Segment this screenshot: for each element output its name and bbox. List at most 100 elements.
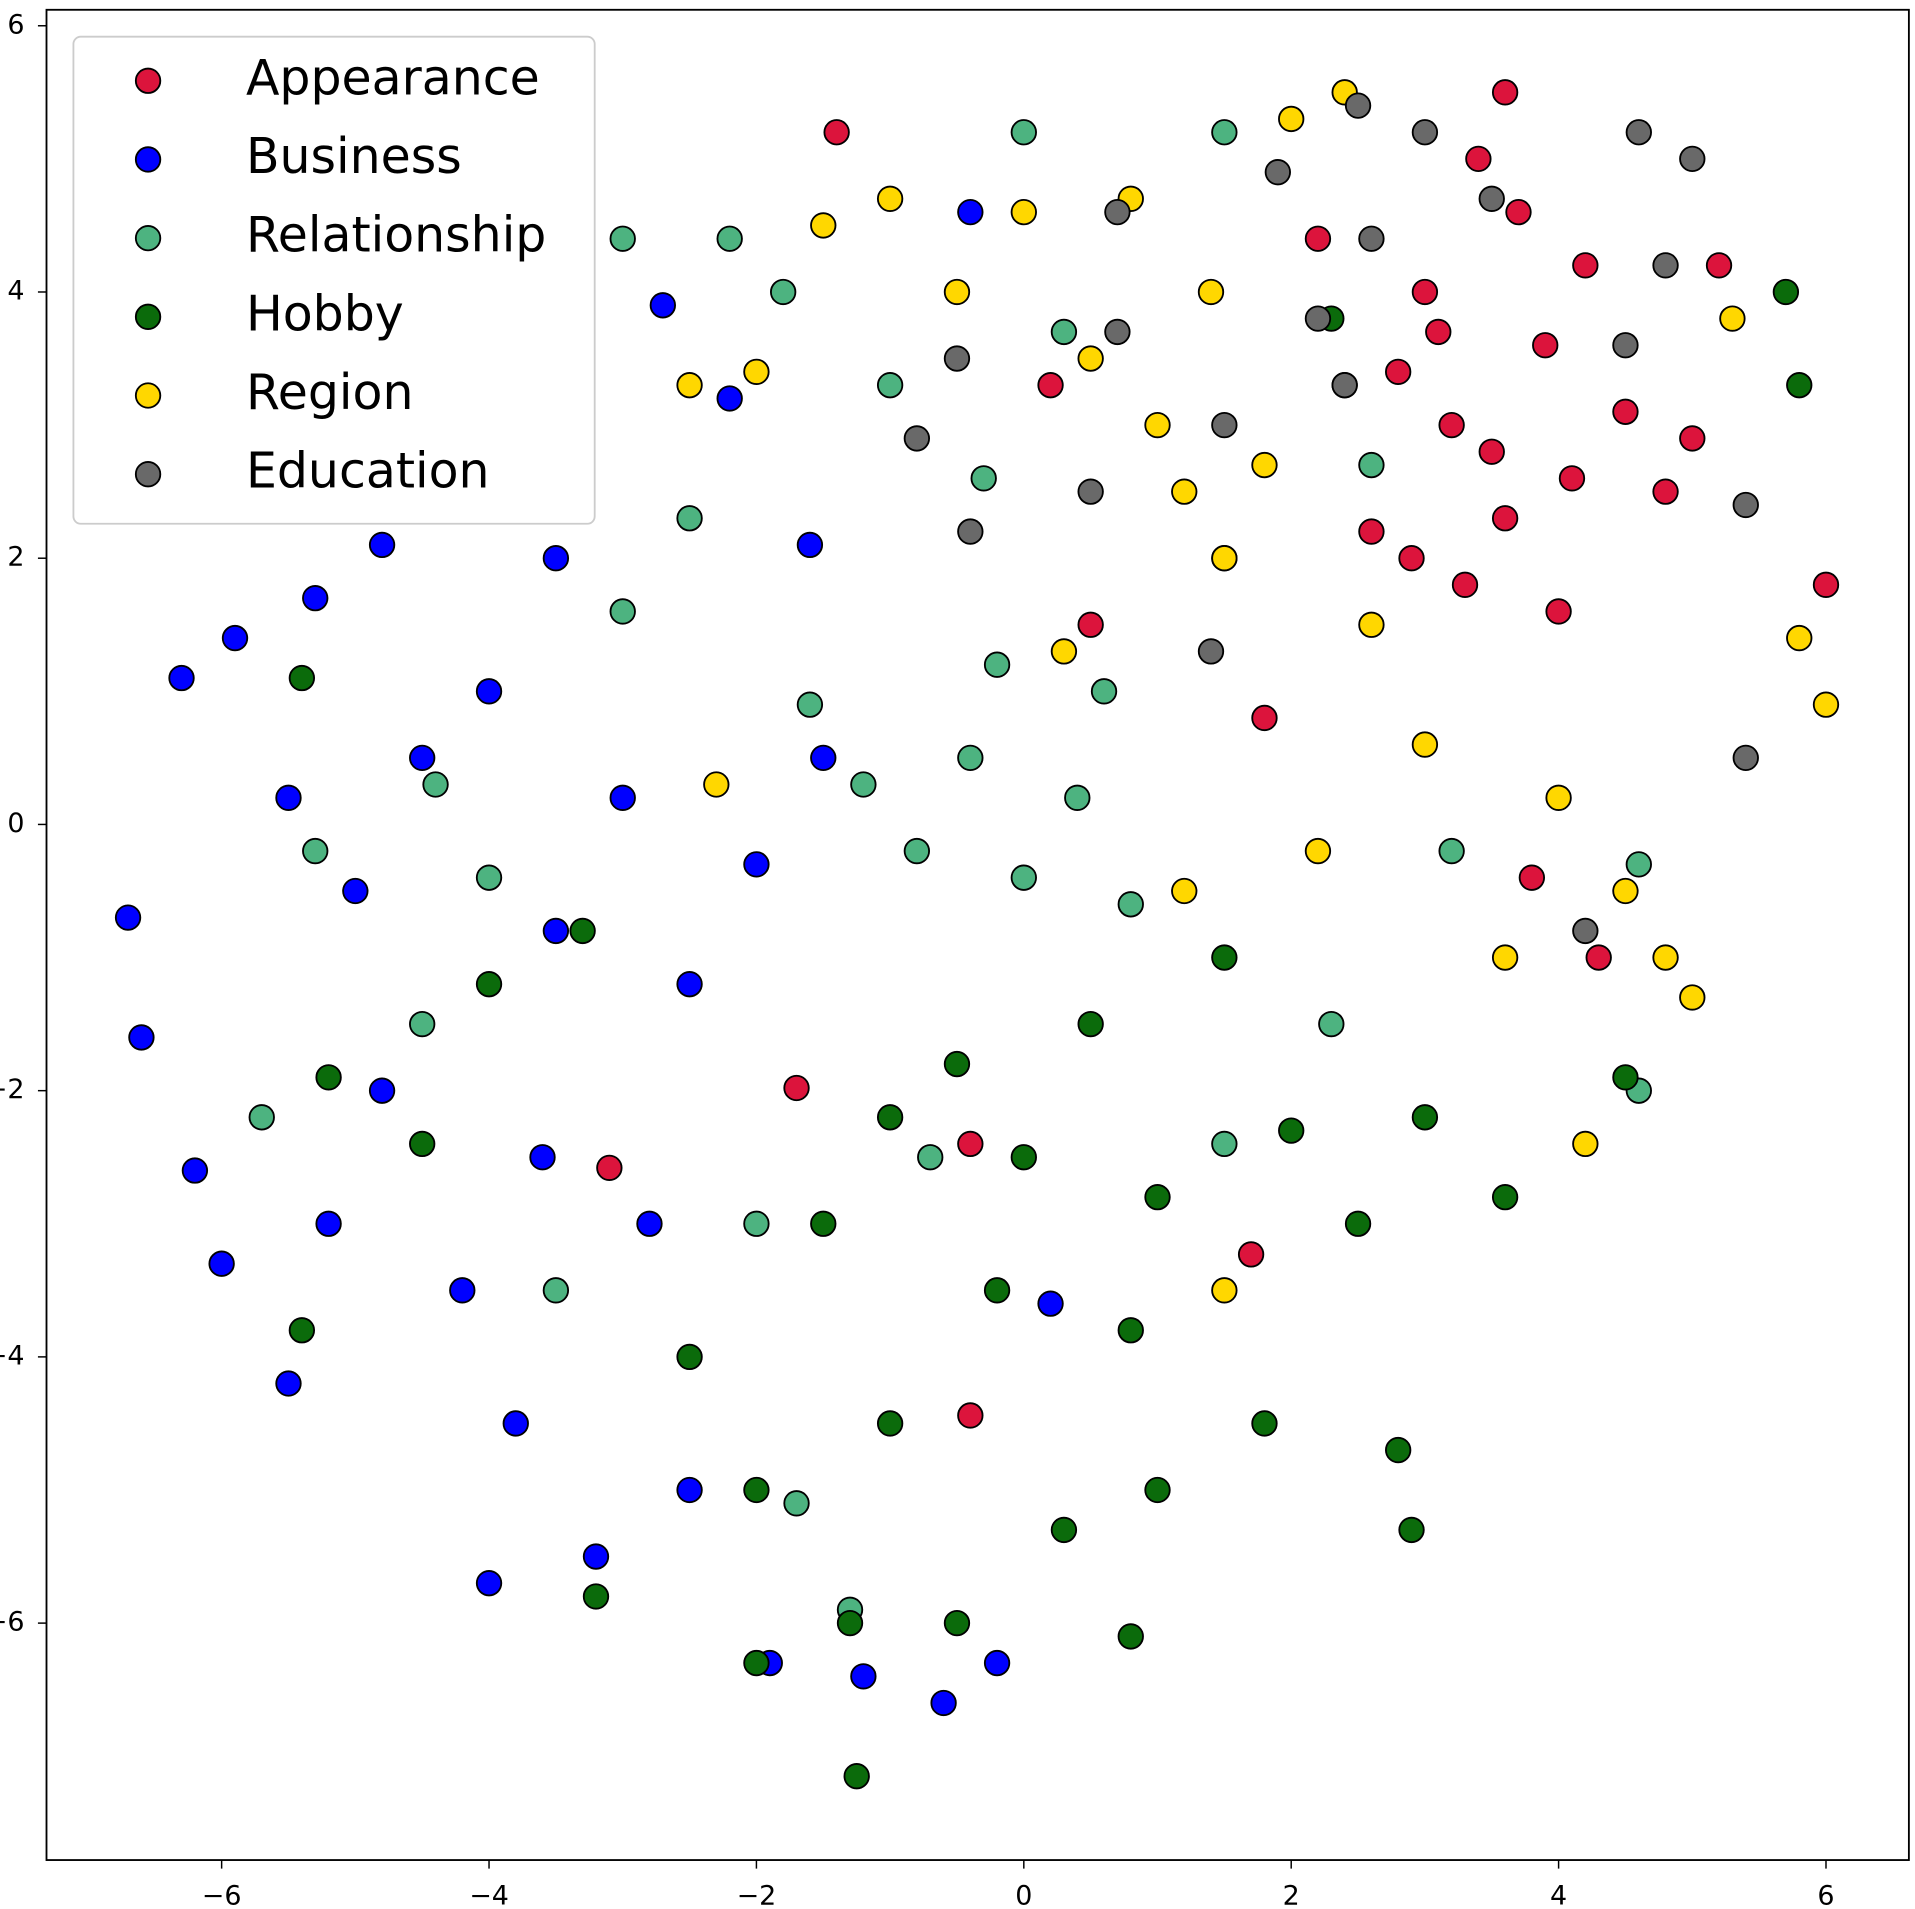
legend-label: Hobby xyxy=(246,285,404,342)
point xyxy=(1304,305,1332,332)
point xyxy=(1037,1290,1064,1317)
point xyxy=(1491,944,1519,971)
point xyxy=(957,1402,984,1429)
point xyxy=(1278,1117,1305,1144)
point xyxy=(475,971,503,998)
point xyxy=(943,278,971,306)
x-tick-label: −4 xyxy=(469,1880,509,1909)
point xyxy=(1144,1476,1171,1504)
y-tick-label: −6 xyxy=(0,1607,24,1638)
point xyxy=(876,1104,904,1131)
point xyxy=(783,1490,810,1517)
point xyxy=(1278,105,1305,133)
legend-marker xyxy=(134,382,162,409)
point xyxy=(1197,278,1225,306)
point xyxy=(1358,225,1385,252)
point xyxy=(1358,518,1385,545)
point xyxy=(1171,877,1198,905)
point xyxy=(529,1144,556,1171)
point xyxy=(1679,425,1706,452)
point xyxy=(1532,332,1559,359)
point xyxy=(1652,478,1679,505)
point xyxy=(1612,398,1639,425)
point xyxy=(1344,92,1372,119)
point xyxy=(1104,198,1131,226)
y-tick-label: 4 xyxy=(7,275,24,306)
point xyxy=(1211,545,1238,572)
point xyxy=(1491,505,1519,532)
point xyxy=(1398,545,1425,572)
point xyxy=(743,358,770,386)
point xyxy=(542,917,570,945)
point xyxy=(409,744,436,772)
point xyxy=(1612,1064,1639,1091)
point xyxy=(1385,358,1412,386)
point xyxy=(208,1250,235,1277)
point xyxy=(1090,678,1118,705)
point xyxy=(1385,1436,1412,1464)
point xyxy=(315,1210,342,1237)
point xyxy=(1411,278,1439,306)
x-tick-label: −6 xyxy=(202,1880,242,1909)
point xyxy=(903,425,931,452)
point xyxy=(1491,79,1519,106)
point xyxy=(1612,332,1639,359)
point xyxy=(983,651,1011,678)
point xyxy=(1050,1516,1078,1544)
point xyxy=(943,1050,971,1078)
x-tick-label: −2 xyxy=(737,1880,777,1909)
point xyxy=(1318,1010,1345,1038)
point xyxy=(1438,411,1465,439)
legend-label: Business xyxy=(246,128,462,185)
point xyxy=(114,904,142,931)
point xyxy=(1010,119,1037,146)
point xyxy=(1077,345,1104,372)
point xyxy=(302,837,329,865)
point xyxy=(181,1157,209,1184)
point xyxy=(1705,252,1733,279)
legend-box xyxy=(72,35,596,525)
point xyxy=(1518,864,1546,891)
point xyxy=(475,1570,503,1597)
point xyxy=(368,1077,396,1104)
point xyxy=(943,345,971,372)
point xyxy=(1679,145,1706,173)
point xyxy=(850,771,877,798)
point xyxy=(1465,145,1492,173)
point xyxy=(1064,784,1091,811)
legend: Appearance Business Relationship Hobby Regio… xyxy=(72,35,596,525)
point xyxy=(1117,1317,1144,1344)
point xyxy=(796,531,824,559)
point xyxy=(1358,451,1385,479)
point xyxy=(1104,318,1131,346)
point xyxy=(302,584,329,612)
point xyxy=(1211,1277,1238,1304)
point xyxy=(743,1649,770,1677)
point xyxy=(368,531,396,559)
point xyxy=(1010,1144,1037,1171)
point xyxy=(1211,1130,1238,1158)
y-tick-label: −4 xyxy=(0,1340,24,1371)
point xyxy=(676,505,703,532)
point xyxy=(1812,571,1840,598)
point xyxy=(1411,1104,1439,1131)
point xyxy=(582,1543,610,1570)
point xyxy=(1251,1410,1278,1437)
point xyxy=(1077,1010,1104,1038)
point xyxy=(409,1130,436,1158)
point xyxy=(983,1277,1011,1304)
point xyxy=(315,1064,342,1091)
legend-marker xyxy=(134,461,162,488)
y-tick-label: 2 xyxy=(7,542,24,573)
point xyxy=(876,372,904,399)
point xyxy=(770,278,797,306)
point xyxy=(1478,438,1505,465)
point xyxy=(409,1010,436,1038)
point xyxy=(1171,478,1198,505)
point xyxy=(743,851,770,878)
point xyxy=(1037,372,1064,399)
point xyxy=(743,1476,770,1504)
point xyxy=(970,465,997,492)
point xyxy=(1491,1183,1519,1211)
